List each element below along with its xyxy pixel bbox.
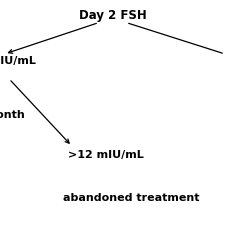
- Text: Day 2 FSH: Day 2 FSH: [79, 9, 146, 22]
- Text: >12 mIU/mL: >12 mIU/mL: [68, 150, 143, 160]
- Text: ≤12 mIU/mL: ≤12 mIU/mL: [0, 56, 35, 66]
- Text: 1 month: 1 month: [0, 110, 25, 120]
- Text: abandoned treatment: abandoned treatment: [63, 193, 200, 203]
